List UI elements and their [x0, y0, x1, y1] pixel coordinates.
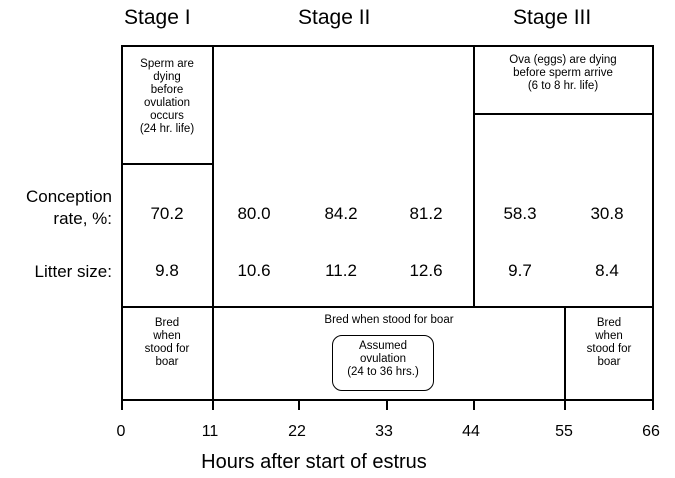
- x-tick-label: 11: [201, 423, 219, 440]
- stage-3-header: Stage III: [513, 6, 592, 29]
- x-tick-label: 0: [116, 423, 126, 440]
- stage-3-note: Ova (eggs) are dying before sperm arrive…: [509, 54, 617, 92]
- stage-1-note: Sperm are dying before ovulation occurs …: [139, 58, 195, 135]
- x-tick-label: 55: [555, 423, 573, 440]
- litter-size-label: Litter size:: [34, 262, 112, 281]
- litter-size-value: 10.6: [237, 261, 271, 280]
- conception-rate-value: 84.2: [324, 204, 358, 223]
- litter-size-value: 12.6: [409, 261, 443, 280]
- litter-size-value: 9.7: [508, 261, 532, 280]
- conception-rate-value: 30.8: [590, 204, 624, 223]
- litter-size-value: 11.2: [325, 261, 357, 280]
- conception-rate-value: 70.2: [150, 204, 184, 223]
- conception-rate-value: 58.3: [503, 204, 537, 223]
- x-tick-label: 22: [288, 423, 306, 440]
- bottom-note-left: Bred when stood for boar: [144, 317, 190, 368]
- x-tick-label: 33: [375, 423, 393, 440]
- assumed-ovulation-box: [332, 335, 434, 391]
- conception-rate-value: 81.2: [409, 204, 443, 223]
- bottom-note-right: Bred when stood for boar: [586, 317, 632, 368]
- litter-size-value: 9.8: [155, 261, 179, 280]
- stage-2-header: Stage II: [298, 6, 371, 29]
- stage-1-header: Stage I: [124, 6, 191, 29]
- bottom-note-middle: Bred when stood for boar: [324, 314, 454, 326]
- conception-rate-value: 80.0: [237, 204, 271, 223]
- litter-size-value: 8.4: [595, 261, 619, 280]
- assumed-ovulation-label: Assumed ovulation (24 to 36 hrs.): [347, 340, 419, 378]
- x-tick-label: 44: [462, 423, 480, 440]
- x-axis-label: Hours after start of estrus: [201, 451, 427, 473]
- x-tick-label: 66: [642, 423, 660, 440]
- conception-rate-label: Conception rate, %:: [25, 187, 112, 228]
